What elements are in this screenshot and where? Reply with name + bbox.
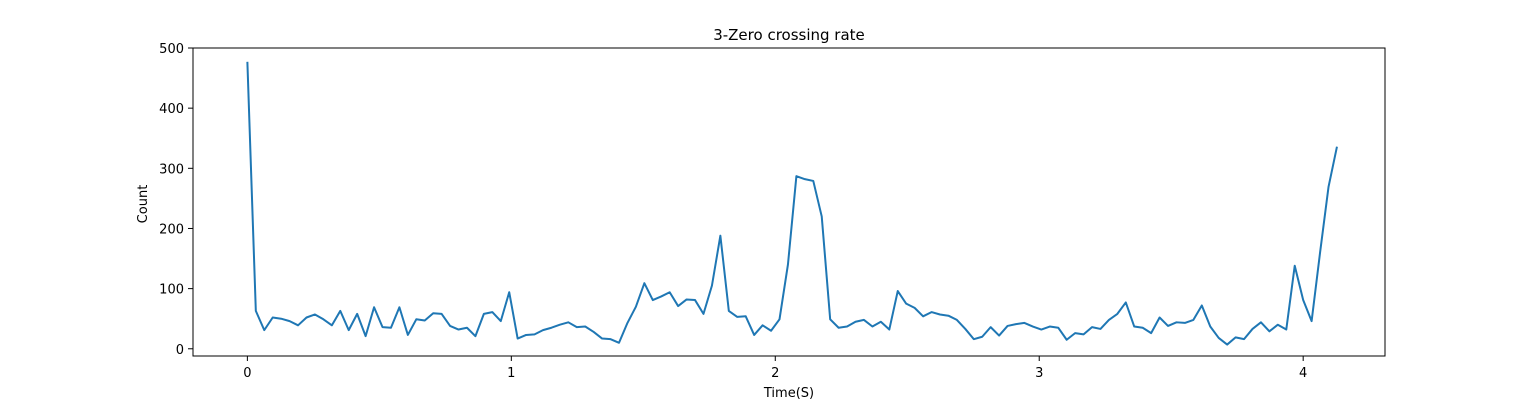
y-axis-label: Count bbox=[136, 185, 151, 224]
x-axis-label: Time(S) bbox=[763, 386, 814, 400]
x-tick-label: 1 bbox=[507, 366, 515, 381]
y-tick-label: 500 bbox=[159, 42, 184, 57]
x-axis: 0 1 2 3 4 bbox=[243, 356, 1307, 381]
x-tick-label: 0 bbox=[243, 366, 251, 381]
x-tick-label: 2 bbox=[771, 366, 779, 381]
y-axis: 0 100 200 300 400 500 bbox=[159, 42, 193, 358]
chart-title: 3-Zero crossing rate bbox=[713, 26, 865, 44]
plot-area bbox=[246, 61, 1338, 346]
y-tick-label: 400 bbox=[159, 102, 184, 117]
series-line-0 bbox=[246, 61, 1338, 346]
x-tick-label: 3 bbox=[1035, 366, 1043, 381]
y-tick-label: 200 bbox=[159, 222, 184, 237]
y-tick-label: 0 bbox=[176, 343, 184, 358]
y-tick-label: 100 bbox=[159, 283, 184, 298]
plot-frame bbox=[192, 47, 1386, 357]
x-tick-label: 4 bbox=[1299, 366, 1307, 381]
y-tick-label: 300 bbox=[159, 162, 184, 177]
